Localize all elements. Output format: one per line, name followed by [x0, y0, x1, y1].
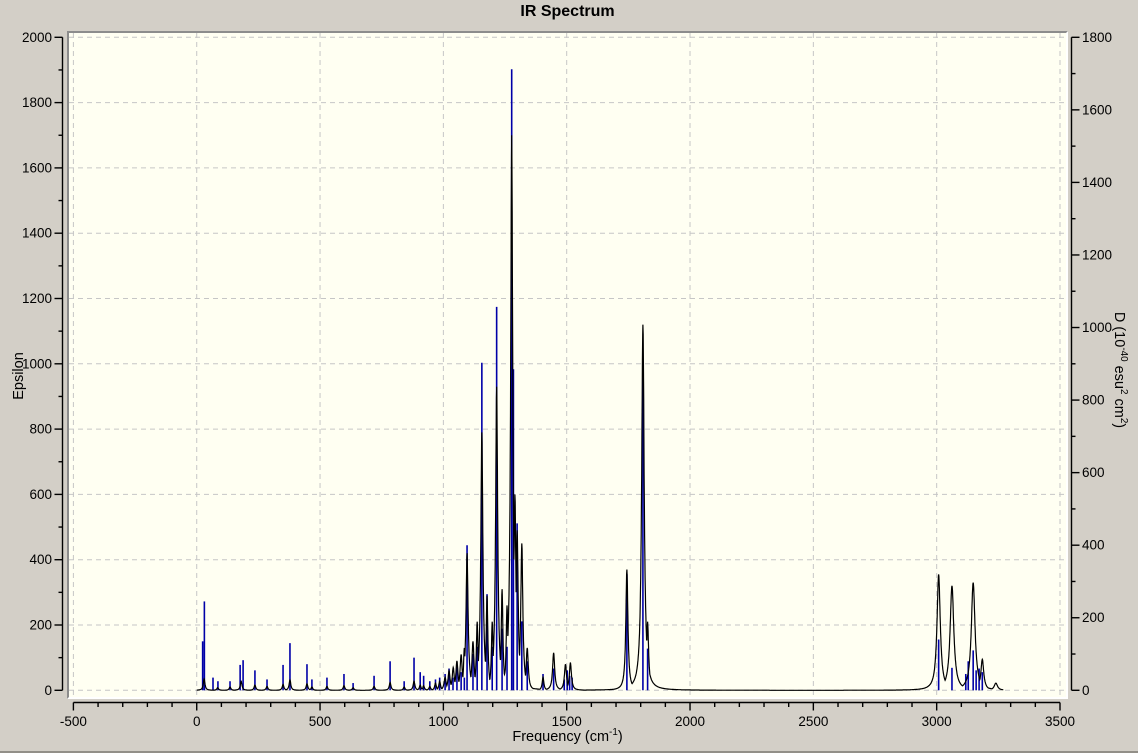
svg-text:200: 200 — [29, 618, 52, 633]
svg-text:2000: 2000 — [22, 30, 52, 45]
svg-text:600: 600 — [29, 487, 52, 502]
chart-title: IR Spectrum — [520, 3, 615, 20]
svg-text:0: 0 — [44, 683, 52, 698]
x-axis-title: Frequency (cm-1) — [512, 727, 623, 745]
svg-text:800: 800 — [29, 422, 52, 437]
svg-text:1000: 1000 — [1082, 320, 1112, 335]
svg-text:1200: 1200 — [1082, 247, 1112, 262]
svg-text:400: 400 — [1082, 538, 1105, 553]
y-axis-right-title: D (10-40 esu2 cm2) — [1111, 311, 1129, 429]
svg-text:0: 0 — [1082, 683, 1090, 698]
svg-text:1800: 1800 — [1082, 30, 1112, 45]
svg-text:1400: 1400 — [22, 226, 52, 241]
svg-text:1600: 1600 — [22, 160, 52, 175]
plot-area[interactable] — [67, 31, 1068, 699]
y-axis-left-title: Epsilon — [11, 352, 27, 400]
svg-text:1200: 1200 — [22, 291, 52, 306]
svg-text:1600: 1600 — [1082, 102, 1112, 117]
svg-text:1400: 1400 — [1082, 175, 1112, 190]
svg-text:1800: 1800 — [22, 95, 52, 110]
svg-text:200: 200 — [1082, 610, 1105, 625]
svg-text:600: 600 — [1082, 465, 1105, 480]
svg-text:400: 400 — [29, 552, 52, 567]
svg-text:800: 800 — [1082, 393, 1105, 408]
